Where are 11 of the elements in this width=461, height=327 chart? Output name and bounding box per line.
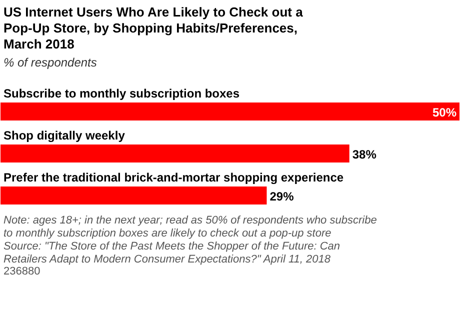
chart-title: US Internet Users Who Are Likely to Check out a Pop-Up Store, by Shopping Habits/Preferences, March 2018: [4, 4, 304, 52]
text: Note: ages 18+; in the next year; read as 50% of respondents who subscribe to monthly subscription boxes are likely to check out a pop-up store: [4, 214, 377, 240]
data-label: 50%: [432, 106, 457, 120]
chart-subtitle: % of respondents: [4, 56, 97, 70]
y-tick-label: Prefer the traditional brick-and-mortar shopping experience: [4, 170, 344, 184]
data-label: 29%: [270, 190, 294, 204]
y-tick-label: Subscribe to monthly subscription boxes: [4, 86, 240, 100]
data-label: 38%: [352, 148, 377, 162]
y-tick-label: Shop digitally weekly: [4, 128, 126, 142]
source-note: Source: "The Store of the Past Meets the Shopper of the Future: Can Retailers Adapt to Modern Consumer Expectations?" April 11, 2018: [4, 240, 340, 266]
text: 236880: [4, 266, 40, 278]
